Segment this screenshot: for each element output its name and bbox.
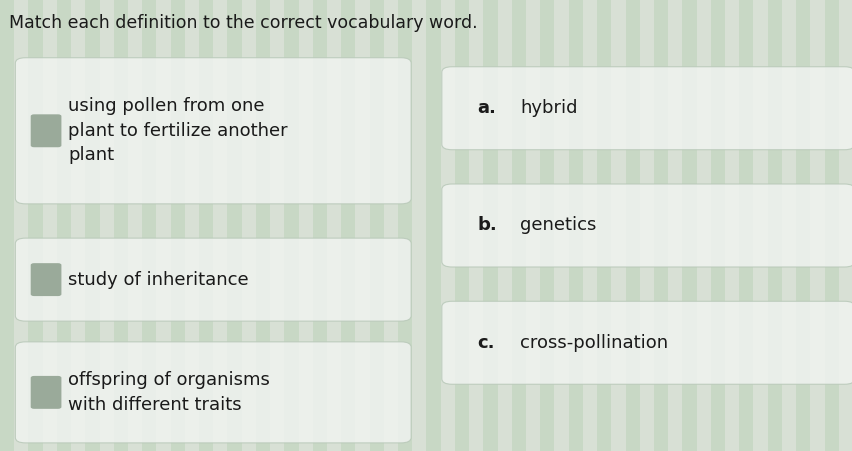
Bar: [497, 0, 511, 451]
FancyBboxPatch shape: [15, 58, 411, 204]
Bar: [341, 0, 355, 451]
Bar: [241, 0, 256, 451]
Bar: [28, 0, 43, 451]
Bar: [838, 0, 852, 451]
Bar: [0, 0, 14, 451]
Bar: [57, 0, 71, 451]
Bar: [426, 0, 440, 451]
FancyBboxPatch shape: [441, 67, 852, 150]
Bar: [625, 0, 639, 451]
Bar: [85, 0, 100, 451]
Bar: [596, 0, 611, 451]
FancyBboxPatch shape: [31, 376, 61, 409]
Text: offspring of organisms
with different traits: offspring of organisms with different tr…: [68, 371, 270, 414]
Bar: [639, 0, 653, 451]
Bar: [526, 0, 539, 451]
Bar: [809, 0, 824, 451]
Bar: [142, 0, 156, 451]
Bar: [355, 0, 369, 451]
Bar: [412, 0, 426, 451]
Bar: [227, 0, 241, 451]
Bar: [14, 0, 28, 451]
Bar: [298, 0, 313, 451]
Bar: [653, 0, 667, 451]
Bar: [752, 0, 767, 451]
FancyBboxPatch shape: [31, 114, 61, 147]
Bar: [71, 0, 85, 451]
Bar: [185, 0, 199, 451]
Text: c.: c.: [477, 334, 495, 352]
Bar: [824, 0, 838, 451]
Bar: [724, 0, 739, 451]
Bar: [256, 0, 270, 451]
Bar: [43, 0, 57, 451]
Text: genetics: genetics: [520, 216, 596, 235]
Bar: [454, 0, 469, 451]
Text: study of inheritance: study of inheritance: [68, 271, 249, 289]
Bar: [511, 0, 526, 451]
Bar: [440, 0, 454, 451]
Bar: [398, 0, 412, 451]
Bar: [611, 0, 625, 451]
Bar: [313, 0, 326, 451]
Text: b.: b.: [477, 216, 497, 235]
Text: Match each definition to the correct vocabulary word.: Match each definition to the correct voc…: [9, 14, 476, 32]
Bar: [128, 0, 142, 451]
Bar: [469, 0, 483, 451]
FancyBboxPatch shape: [441, 184, 852, 267]
Bar: [113, 0, 128, 451]
Text: cross-pollination: cross-pollination: [520, 334, 668, 352]
Bar: [199, 0, 213, 451]
Bar: [369, 0, 383, 451]
Bar: [100, 0, 113, 451]
Text: hybrid: hybrid: [520, 99, 577, 117]
Bar: [284, 0, 298, 451]
Bar: [767, 0, 781, 451]
Bar: [781, 0, 795, 451]
Bar: [795, 0, 809, 451]
Bar: [582, 0, 596, 451]
Bar: [696, 0, 710, 451]
Text: a.: a.: [477, 99, 496, 117]
FancyBboxPatch shape: [31, 263, 61, 296]
FancyBboxPatch shape: [15, 238, 411, 321]
Text: using pollen from one
plant to fertilize another
plant: using pollen from one plant to fertilize…: [68, 97, 287, 164]
FancyBboxPatch shape: [15, 342, 411, 443]
Bar: [170, 0, 185, 451]
Bar: [667, 0, 682, 451]
Bar: [739, 0, 752, 451]
Bar: [554, 0, 568, 451]
Bar: [213, 0, 227, 451]
Bar: [539, 0, 554, 451]
Bar: [156, 0, 170, 451]
Bar: [568, 0, 582, 451]
Bar: [383, 0, 398, 451]
Bar: [326, 0, 341, 451]
Bar: [483, 0, 497, 451]
Bar: [682, 0, 696, 451]
Bar: [710, 0, 724, 451]
FancyBboxPatch shape: [441, 301, 852, 384]
Bar: [270, 0, 284, 451]
